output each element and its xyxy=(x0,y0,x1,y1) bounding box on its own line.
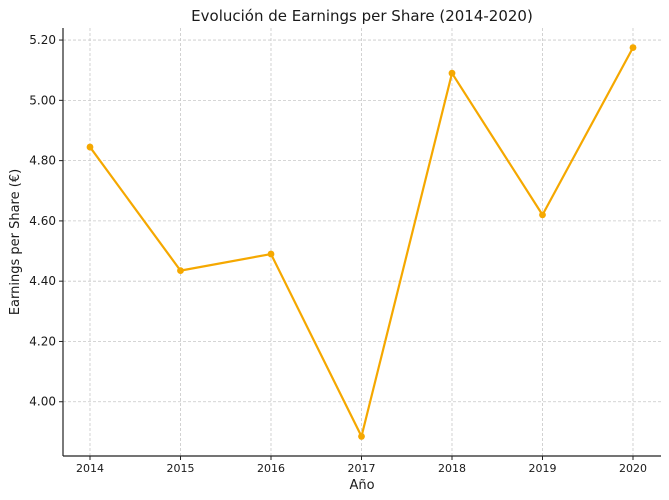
x-tick-label: 2014 xyxy=(76,462,104,475)
data-point xyxy=(539,211,546,219)
data-point xyxy=(448,69,456,77)
chart-title: Evolución de Earnings per Share (2014-20… xyxy=(191,7,533,25)
y-tick-label: 4.80 xyxy=(29,154,56,168)
y-tick-label: 5.00 xyxy=(29,93,56,107)
y-axis-label: Earnings per Share (€) xyxy=(8,169,23,315)
data-point xyxy=(358,433,365,440)
data-point xyxy=(267,250,275,258)
data-point xyxy=(86,143,94,151)
data-point xyxy=(629,44,637,51)
series-layer xyxy=(86,44,637,440)
x-axis-label: Año xyxy=(349,478,374,493)
x-tick-label: 2017 xyxy=(348,462,376,475)
y-tick-label: 5.20 xyxy=(29,33,56,47)
x-tick-label: 2018 xyxy=(438,462,466,475)
y-tick-label: 4.00 xyxy=(29,395,56,409)
x-axis-ticks: 2014 2015 2016 2017 2018 2019 2020 xyxy=(76,456,647,475)
y-axis-ticks: 4.00 4.20 4.40 4.60 4.80 5.00 5.20 xyxy=(29,33,63,409)
data-point xyxy=(177,267,184,275)
x-tick-label: 2016 xyxy=(257,462,285,475)
grid xyxy=(63,28,661,456)
y-tick-label: 4.20 xyxy=(29,334,56,348)
x-tick-label: 2020 xyxy=(619,462,647,475)
y-tick-label: 4.40 xyxy=(29,274,56,288)
y-tick-label: 4.60 xyxy=(29,214,56,228)
x-tick-label: 2015 xyxy=(167,462,195,475)
x-tick-label: 2019 xyxy=(529,462,557,475)
